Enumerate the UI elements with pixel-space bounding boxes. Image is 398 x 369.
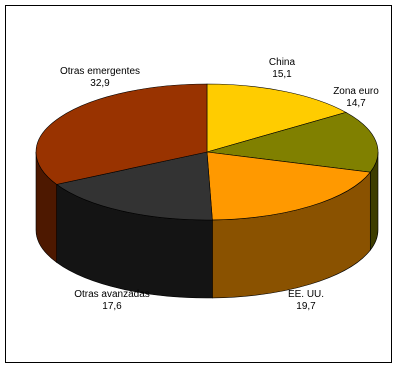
slice-value-ee-uu: 19,7	[296, 301, 316, 312]
slice-label-china: China	[269, 57, 296, 68]
slice-label-zona-euro: Zona euro	[333, 86, 379, 97]
slice-label-ee-uu: EE. UU.	[288, 289, 324, 300]
pie-slice-china	[206, 83, 347, 153]
slice-value-otras-emergentes: 32,9	[90, 78, 110, 89]
pie-tops	[35, 83, 379, 221]
slice-label-otras-avanzadas: Otras avanzadas	[74, 289, 150, 300]
slice-value-china: 15,1	[272, 69, 292, 80]
pie-sides	[35, 151, 379, 299]
slice-value-zona-euro: 14,7	[346, 98, 366, 109]
slice-label-otras-emergentes: Otras emergentes	[60, 66, 140, 77]
pie-slice-ee-uu	[206, 151, 371, 221]
pie-slice-otras-avanzadas	[55, 151, 213, 221]
slice-value-otras-avanzadas: 17,6	[102, 301, 122, 312]
pie-slice-otras-emergentes	[35, 83, 208, 185]
